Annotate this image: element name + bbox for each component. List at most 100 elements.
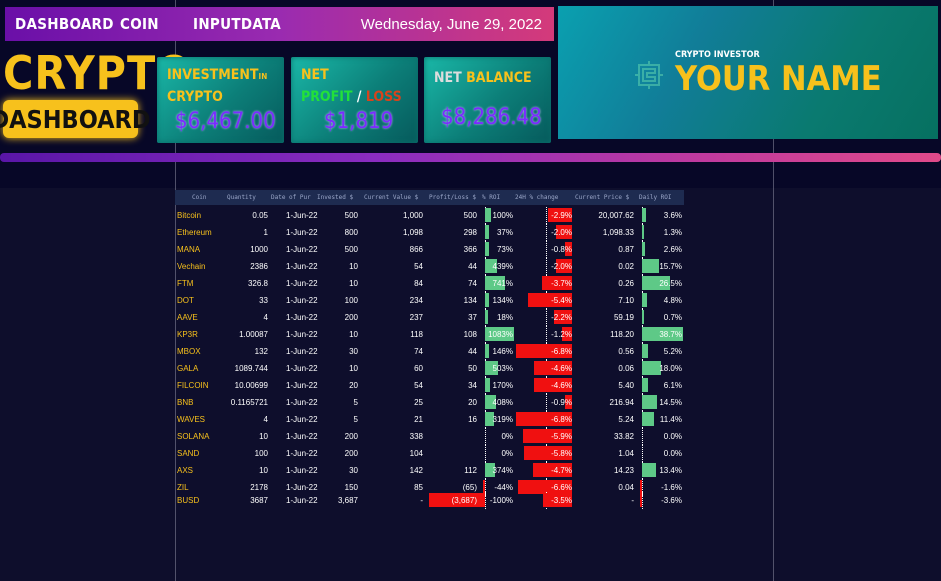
current-value: 237 (409, 313, 423, 322)
purchase-date: 1-Jun-22 (286, 296, 318, 305)
accent-divider (0, 153, 941, 162)
current-value: 25 (414, 398, 423, 407)
coin-name: AAVE (177, 313, 198, 322)
roi-percent: -100% (489, 496, 513, 505)
roi-bar (483, 493, 485, 507)
daily-roi: 14.5% (659, 398, 682, 407)
daily-roi: 18.0% (659, 364, 682, 373)
purchase-date: 1-Jun-22 (286, 415, 318, 424)
roi-percent: 0% (501, 449, 513, 458)
current-value: 54 (414, 262, 423, 271)
roi-bar (485, 395, 496, 409)
current-value: 866 (409, 245, 423, 254)
current-value: 84 (414, 279, 423, 288)
daily-roi-bar (642, 208, 646, 222)
table-row: Bitcoin 0.05 1-Jun-22 500 1,000 500 100% -2.9% 2… (175, 207, 684, 224)
coin-name: FTM (177, 279, 194, 288)
current-price: 1,098.33 (602, 228, 634, 237)
table-row: GALA 1089.744 1-Jun-22 10 60 50 503% -4.6% 0.06 1… (175, 360, 684, 377)
invested-amount: 30 (349, 347, 358, 356)
coin-name: DOT (177, 296, 194, 305)
current-price: 216.94 (609, 398, 634, 407)
invested-amount: 800 (344, 228, 358, 237)
purchase-date: 1-Jun-22 (286, 466, 318, 475)
purchase-date: 1-Jun-22 (286, 381, 318, 390)
purchase-date: 1-Jun-22 (286, 245, 318, 254)
purchase-date: 1-Jun-22 (286, 313, 318, 322)
change-24h: -0.9% (551, 398, 572, 407)
current-value: 1,000 (402, 211, 423, 220)
change-24h-bar (564, 395, 572, 409)
quantity: 10 (259, 466, 268, 475)
change-24h-bar (534, 378, 572, 392)
change-24h-bar (527, 293, 572, 307)
purchase-date: 1-Jun-22 (286, 496, 318, 505)
invested-amount: 500 (344, 245, 358, 254)
header-cell: % ROI (482, 194, 501, 201)
nav-coin[interactable]: COIN (120, 15, 159, 33)
table-row: AXS 10 1-Jun-22 30 142 112 374% -4.7% 14.23 13.4% (175, 462, 684, 479)
profit-loss-label: PROFIT / LOSS (301, 89, 402, 105)
nav-dashboard[interactable]: DASHBOARD (15, 15, 114, 33)
roi-bar (485, 378, 490, 392)
daily-roi: 0.7% (663, 313, 682, 322)
table-row: BNB 0.1165721 1-Jun-22 5 25 20 408% -0.9% 216.94… (175, 394, 684, 411)
profit-loss: 37 (468, 313, 477, 322)
profit-loss-bar (485, 208, 491, 222)
zero-axis-line (642, 428, 643, 445)
daily-roi: 26.5% (659, 279, 682, 288)
table-row: WAVES 4 1-Jun-22 5 21 16 319% -6.8% 5.24 11.4% (175, 411, 684, 428)
table-row: DOT 33 1-Jun-22 100 234 134 134% -5.4% 7.10 4.8% (175, 292, 684, 309)
daily-roi: 6.1% (663, 381, 682, 390)
zero-axis-line (485, 428, 486, 445)
daily-roi: 2.6% (663, 245, 682, 254)
profit-loss: 50 (468, 364, 477, 373)
current-value: 21 (414, 415, 423, 424)
daily-roi: 5.2% (663, 347, 682, 356)
change-24h: -0.8% (551, 245, 572, 254)
roi-percent: 741% (492, 279, 513, 288)
roi-bar (485, 412, 494, 426)
roi-percent: 1083% (488, 330, 513, 339)
invested-amount: 5 (353, 415, 358, 424)
current-price: 5.40 (618, 381, 634, 390)
change-24h: -5.4% (551, 296, 572, 305)
invested-amount: 500 (344, 211, 358, 220)
invested-amount: 10 (349, 279, 358, 288)
invested-amount: 10 (349, 262, 358, 271)
invested-amount: 10 (349, 364, 358, 373)
nav-bar: DASHBOARD COIN INPUTDATA Wednesday, June… (5, 7, 554, 41)
quantity: 2178 (250, 483, 268, 492)
coin-name: AXS (177, 466, 194, 475)
change-24h: -5.9% (551, 432, 572, 441)
header-cell: Invested $ (317, 194, 354, 201)
invested-amount: 200 (344, 449, 358, 458)
header-cell: Profit/Loss $ (429, 194, 476, 201)
coin-name: Ethereum (177, 228, 212, 237)
current-value: 1,098 (402, 228, 423, 237)
change-24h-bar (562, 327, 572, 341)
change-24h: -2.0% (551, 262, 572, 271)
daily-roi: 3.6% (663, 211, 682, 220)
coin-name: WAVES (177, 415, 206, 424)
profit-loss: 34 (468, 381, 477, 390)
roi-percent: 439% (492, 262, 513, 271)
change-24h-bar (555, 259, 572, 273)
purchase-date: 1-Jun-22 (286, 364, 318, 373)
invested-amount: 150 (344, 483, 358, 492)
change-24h: -2.0% (551, 228, 572, 237)
coin-name: BNB (177, 398, 194, 407)
purchase-date: 1-Jun-22 (286, 262, 318, 271)
crypto-logo-icon (635, 61, 663, 89)
roi-percent: 37% (496, 228, 513, 237)
zero-axis-line (546, 258, 547, 275)
zero-axis-line (642, 445, 643, 462)
roi-percent: 408% (492, 398, 513, 407)
daily-roi: 4.8% (663, 296, 682, 305)
nav-inputdata[interactable]: INPUTDATA (193, 15, 282, 33)
current-value: 338 (409, 432, 423, 441)
roi-percent: 503% (492, 364, 513, 373)
profit-loss: 500 (463, 211, 477, 220)
daily-roi: 0.0% (663, 432, 682, 441)
roi-percent: 0% (501, 432, 513, 441)
